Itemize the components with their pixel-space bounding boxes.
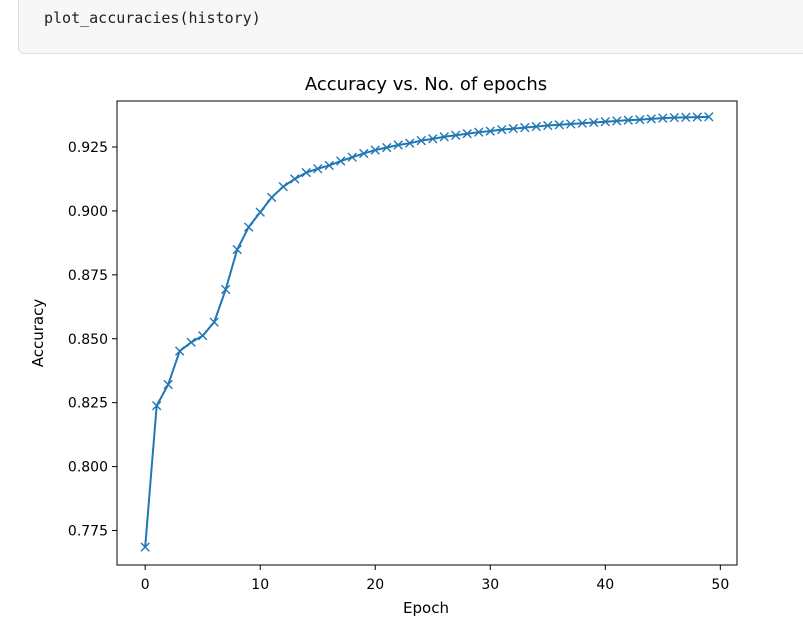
y-tick-label: 0.800 (68, 460, 108, 476)
data-point-marker (359, 148, 369, 159)
data-point-marker (474, 127, 484, 137)
data-point-marker (543, 120, 553, 131)
y-tick-label: 0.925 (68, 140, 108, 156)
data-point-marker (635, 114, 645, 125)
plot-area (140, 112, 714, 552)
data-point-marker (313, 164, 323, 174)
data-point-marker (531, 121, 541, 132)
data-point-marker (209, 317, 219, 327)
y-tick-label: 0.825 (68, 396, 108, 412)
data-point-marker (163, 379, 173, 390)
data-point-marker (324, 160, 334, 171)
data-point-marker (186, 337, 196, 348)
x-tick-label: 40 (596, 577, 614, 593)
x-tick-label: 0 (141, 577, 150, 593)
data-point-marker (669, 112, 680, 123)
data-point-marker (497, 124, 507, 135)
plot-frame (116, 100, 738, 566)
data-point-marker (692, 112, 703, 122)
data-point-marker (485, 126, 495, 136)
data-point-marker (566, 119, 576, 129)
y-tick-label: 0.775 (68, 523, 108, 539)
data-point-marker (577, 118, 587, 128)
code-cell[interactable]: plot_accuracies(history) (18, 0, 803, 54)
data-point-marker (244, 222, 254, 232)
data-point-marker (267, 192, 277, 203)
x-tick-label: 30 (481, 577, 499, 593)
data-point-marker (520, 122, 530, 133)
x-axis: 0 10 20 30 40 50 (141, 565, 729, 593)
y-axis: 0.775 0.800 0.825 0.850 0.875 0.900 0.925 (68, 140, 117, 539)
data-point-marker (600, 117, 610, 127)
data-point-marker (589, 117, 599, 128)
series-line (144, 115, 709, 548)
data-point-marker (416, 135, 426, 146)
data-point-marker (393, 140, 403, 150)
data-point-marker (370, 145, 380, 155)
data-point-marker (347, 152, 357, 162)
data-point-marker (382, 142, 392, 153)
code-text: plot_accuracies(history) (44, 9, 261, 27)
data-point-marker (612, 116, 622, 126)
y-axis-label: Accuracy (29, 299, 47, 368)
data-point-marker (623, 115, 633, 125)
accuracy-chart: Accuracy vs. No. of epochs 0 10 20 30 40 50 0… (29, 74, 738, 617)
data-point-marker (336, 156, 346, 166)
chart-title: Accuracy vs. No. of epochs (305, 74, 547, 95)
data-point-marker (508, 123, 518, 134)
data-point-marker (681, 112, 691, 123)
x-tick-label: 10 (251, 577, 269, 593)
x-tick-label: 50 (711, 577, 729, 593)
y-tick-label: 0.900 (68, 204, 108, 220)
data-point-marker (428, 134, 438, 144)
data-point-marker (278, 181, 288, 192)
y-tick-label: 0.875 (68, 268, 108, 284)
x-tick-label: 20 (366, 577, 384, 593)
data-point-marker (704, 112, 714, 122)
data-point-marker (174, 346, 185, 356)
data-point-marker (462, 129, 472, 139)
data-point-marker (232, 244, 242, 255)
data-point-marker (140, 542, 150, 552)
data-point-marker (151, 401, 162, 411)
data-point-marker (646, 114, 656, 124)
data-point-marker (255, 207, 265, 217)
data-point-marker (439, 132, 449, 142)
x-axis-label: Epoch (403, 599, 449, 617)
data-point-marker (221, 284, 231, 295)
data-point-marker (554, 120, 564, 130)
data-point-marker (301, 167, 311, 178)
data-point-marker (658, 113, 668, 123)
data-point-marker (451, 130, 461, 140)
y-tick-label: 0.850 (68, 332, 108, 348)
data-point-marker (405, 138, 415, 148)
data-point-marker (290, 174, 300, 184)
data-point-marker (198, 330, 208, 341)
